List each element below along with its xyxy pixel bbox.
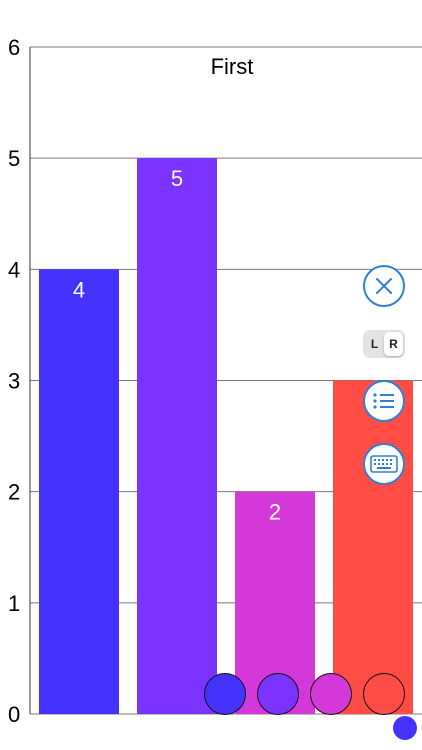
y-tick-label: 3 bbox=[8, 369, 20, 394]
list-button[interactable] bbox=[363, 380, 405, 422]
bar-value-label: 2 bbox=[269, 500, 281, 525]
keyboard-button[interactable] bbox=[363, 443, 405, 485]
chart-title: First bbox=[211, 54, 254, 79]
bar bbox=[137, 158, 217, 714]
bar-value-label: 5 bbox=[171, 166, 183, 191]
page-indicator-dot[interactable] bbox=[393, 716, 417, 740]
color-swatch-4[interactable] bbox=[363, 673, 405, 715]
color-swatch-3[interactable] bbox=[310, 673, 352, 715]
y-tick-label: 5 bbox=[8, 146, 20, 171]
y-tick-label: 0 bbox=[8, 702, 20, 727]
bar-value-label: 4 bbox=[73, 277, 85, 302]
bar bbox=[39, 269, 119, 714]
color-swatch-2[interactable] bbox=[257, 673, 299, 715]
close-icon bbox=[376, 278, 392, 294]
hand-toggle-right[interactable]: R bbox=[384, 332, 403, 356]
y-tick-label: 2 bbox=[8, 480, 20, 505]
bar bbox=[333, 380, 413, 714]
y-tick-label: 4 bbox=[8, 257, 20, 282]
y-tick-label: 1 bbox=[8, 591, 20, 616]
keyboard-icon bbox=[370, 455, 398, 473]
list-icon bbox=[373, 393, 394, 409]
hand-toggle[interactable]: L R bbox=[363, 330, 405, 358]
y-tick-label: 6 bbox=[8, 35, 20, 60]
color-swatch-1[interactable] bbox=[204, 673, 246, 715]
hand-toggle-left[interactable]: L bbox=[370, 337, 379, 351]
close-button[interactable] bbox=[363, 265, 405, 307]
